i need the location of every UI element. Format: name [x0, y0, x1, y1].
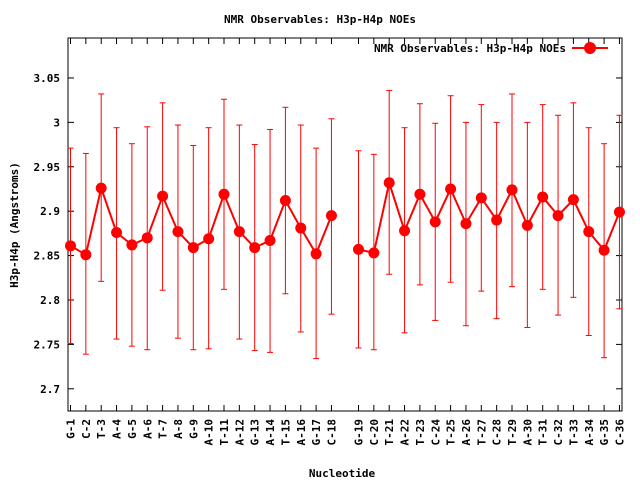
data-point [491, 214, 503, 226]
y-axis: 2.7 2.75 2.8 2.85 2.9 2.95 3 3.05 [34, 72, 622, 396]
data-point [172, 226, 184, 238]
x-tick-label: A-34 [583, 419, 596, 446]
x-axis-label: Nucleotide [309, 467, 376, 480]
data-point [203, 233, 215, 245]
series-points [65, 177, 625, 261]
x-tick-label: A-6 [141, 419, 154, 439]
legend: NMR Observables: H3p-H4p NOEs [374, 42, 608, 55]
data-point [95, 182, 107, 194]
series-line [358, 178, 621, 255]
plot-frame [67, 37, 623, 412]
error-bars [67, 89, 623, 360]
data-point [325, 210, 337, 222]
data-point [445, 183, 457, 195]
data-point [460, 218, 472, 230]
x-tick-label: G-35 [598, 419, 611, 446]
data-point [157, 190, 169, 202]
x-tick-label: A-30 [521, 419, 534, 446]
series-line [69, 184, 333, 257]
data-point [279, 195, 291, 207]
x-tick-label: G-13 [249, 419, 262, 446]
data-point [368, 247, 380, 259]
data-point [537, 191, 549, 203]
data-point [583, 226, 595, 238]
x-tick-label: A-22 [399, 419, 412, 446]
series-lines [69, 178, 621, 257]
data-point [521, 219, 533, 231]
x-tick-label: A-8 [172, 419, 185, 439]
x-tick-label: G-9 [187, 419, 200, 439]
x-tick-label: T-31 [537, 419, 550, 446]
data-point [567, 194, 579, 206]
data-point [187, 242, 199, 254]
data-point [111, 226, 123, 238]
data-point [383, 177, 395, 189]
x-tick-label: C-24 [429, 419, 442, 446]
x-tick-label: C-28 [491, 419, 504, 446]
x-tick-label: C-36 [613, 419, 626, 446]
x-tick-label: T-11 [218, 419, 231, 446]
x-tick-label: A-16 [295, 419, 308, 446]
data-point [264, 234, 276, 246]
x-tick-label: G-1 [65, 419, 78, 439]
x-tick-label: A-12 [233, 419, 246, 446]
y-tick-label: 2.9 [40, 205, 60, 218]
x-tick-label: G-5 [126, 419, 139, 439]
data-point [429, 216, 441, 228]
x-tick-label: T-7 [157, 419, 170, 439]
data-point [80, 249, 92, 261]
x-tick-label: A-10 [203, 419, 216, 446]
data-point [126, 239, 138, 251]
x-tick-label: T-33 [567, 419, 580, 446]
data-point [249, 242, 261, 254]
x-tick-label: T-3 [95, 419, 108, 439]
x-tick-label: A-4 [111, 419, 124, 439]
y-tick-label: 3.05 [34, 72, 61, 85]
x-tick-label: T-15 [279, 419, 292, 446]
y-tick-label: 2.75 [34, 338, 61, 351]
x-tick-label: T-29 [506, 419, 519, 446]
data-point [414, 188, 426, 200]
data-point [475, 192, 487, 204]
x-tick-label: C-2 [80, 419, 93, 439]
data-point [613, 206, 625, 218]
x-tick-label: C-18 [325, 419, 338, 446]
x-tick-label: T-23 [414, 419, 427, 446]
data-point [218, 188, 230, 200]
data-point [65, 240, 76, 252]
y-tick-label: 2.8 [40, 294, 60, 307]
chart-title: NMR Observables: H3p-H4p NOEs [224, 13, 416, 26]
y-axis-label: H3p-H4p (Angstroms) [8, 162, 21, 288]
x-tick-label: C-32 [552, 419, 565, 446]
legend-label: NMR Observables: H3p-H4p NOEs [374, 42, 566, 55]
data-point [506, 184, 518, 196]
data-point [353, 243, 364, 255]
data-point [552, 210, 564, 222]
data-point [310, 248, 322, 260]
x-tick-label: A-14 [264, 419, 277, 446]
y-tick-label: 2.85 [34, 250, 61, 263]
x-tick-label: C-20 [368, 419, 381, 446]
data-point [295, 222, 307, 234]
x-axis: G-1 C-2 T-3 A-4 G-5 A-6 T-7 A-8 G-9 A-10 T-11 A-12 G… [65, 38, 626, 446]
x-tick-label: T-27 [475, 419, 488, 446]
y-tick-label: 2.7 [40, 383, 60, 396]
x-tick-label: T-25 [445, 419, 458, 446]
data-point [141, 232, 153, 244]
legend-marker [584, 42, 596, 54]
data-point [399, 225, 411, 237]
x-tick-label: G-17 [310, 419, 323, 446]
x-tick-label: A-26 [460, 419, 473, 446]
x-tick-label: T-21 [383, 419, 396, 446]
x-tick-label: G-19 [353, 419, 366, 446]
y-tick-label: 3 [53, 116, 60, 129]
data-point [233, 226, 245, 238]
data-point [598, 244, 610, 256]
y-tick-label: 2.95 [34, 161, 61, 174]
